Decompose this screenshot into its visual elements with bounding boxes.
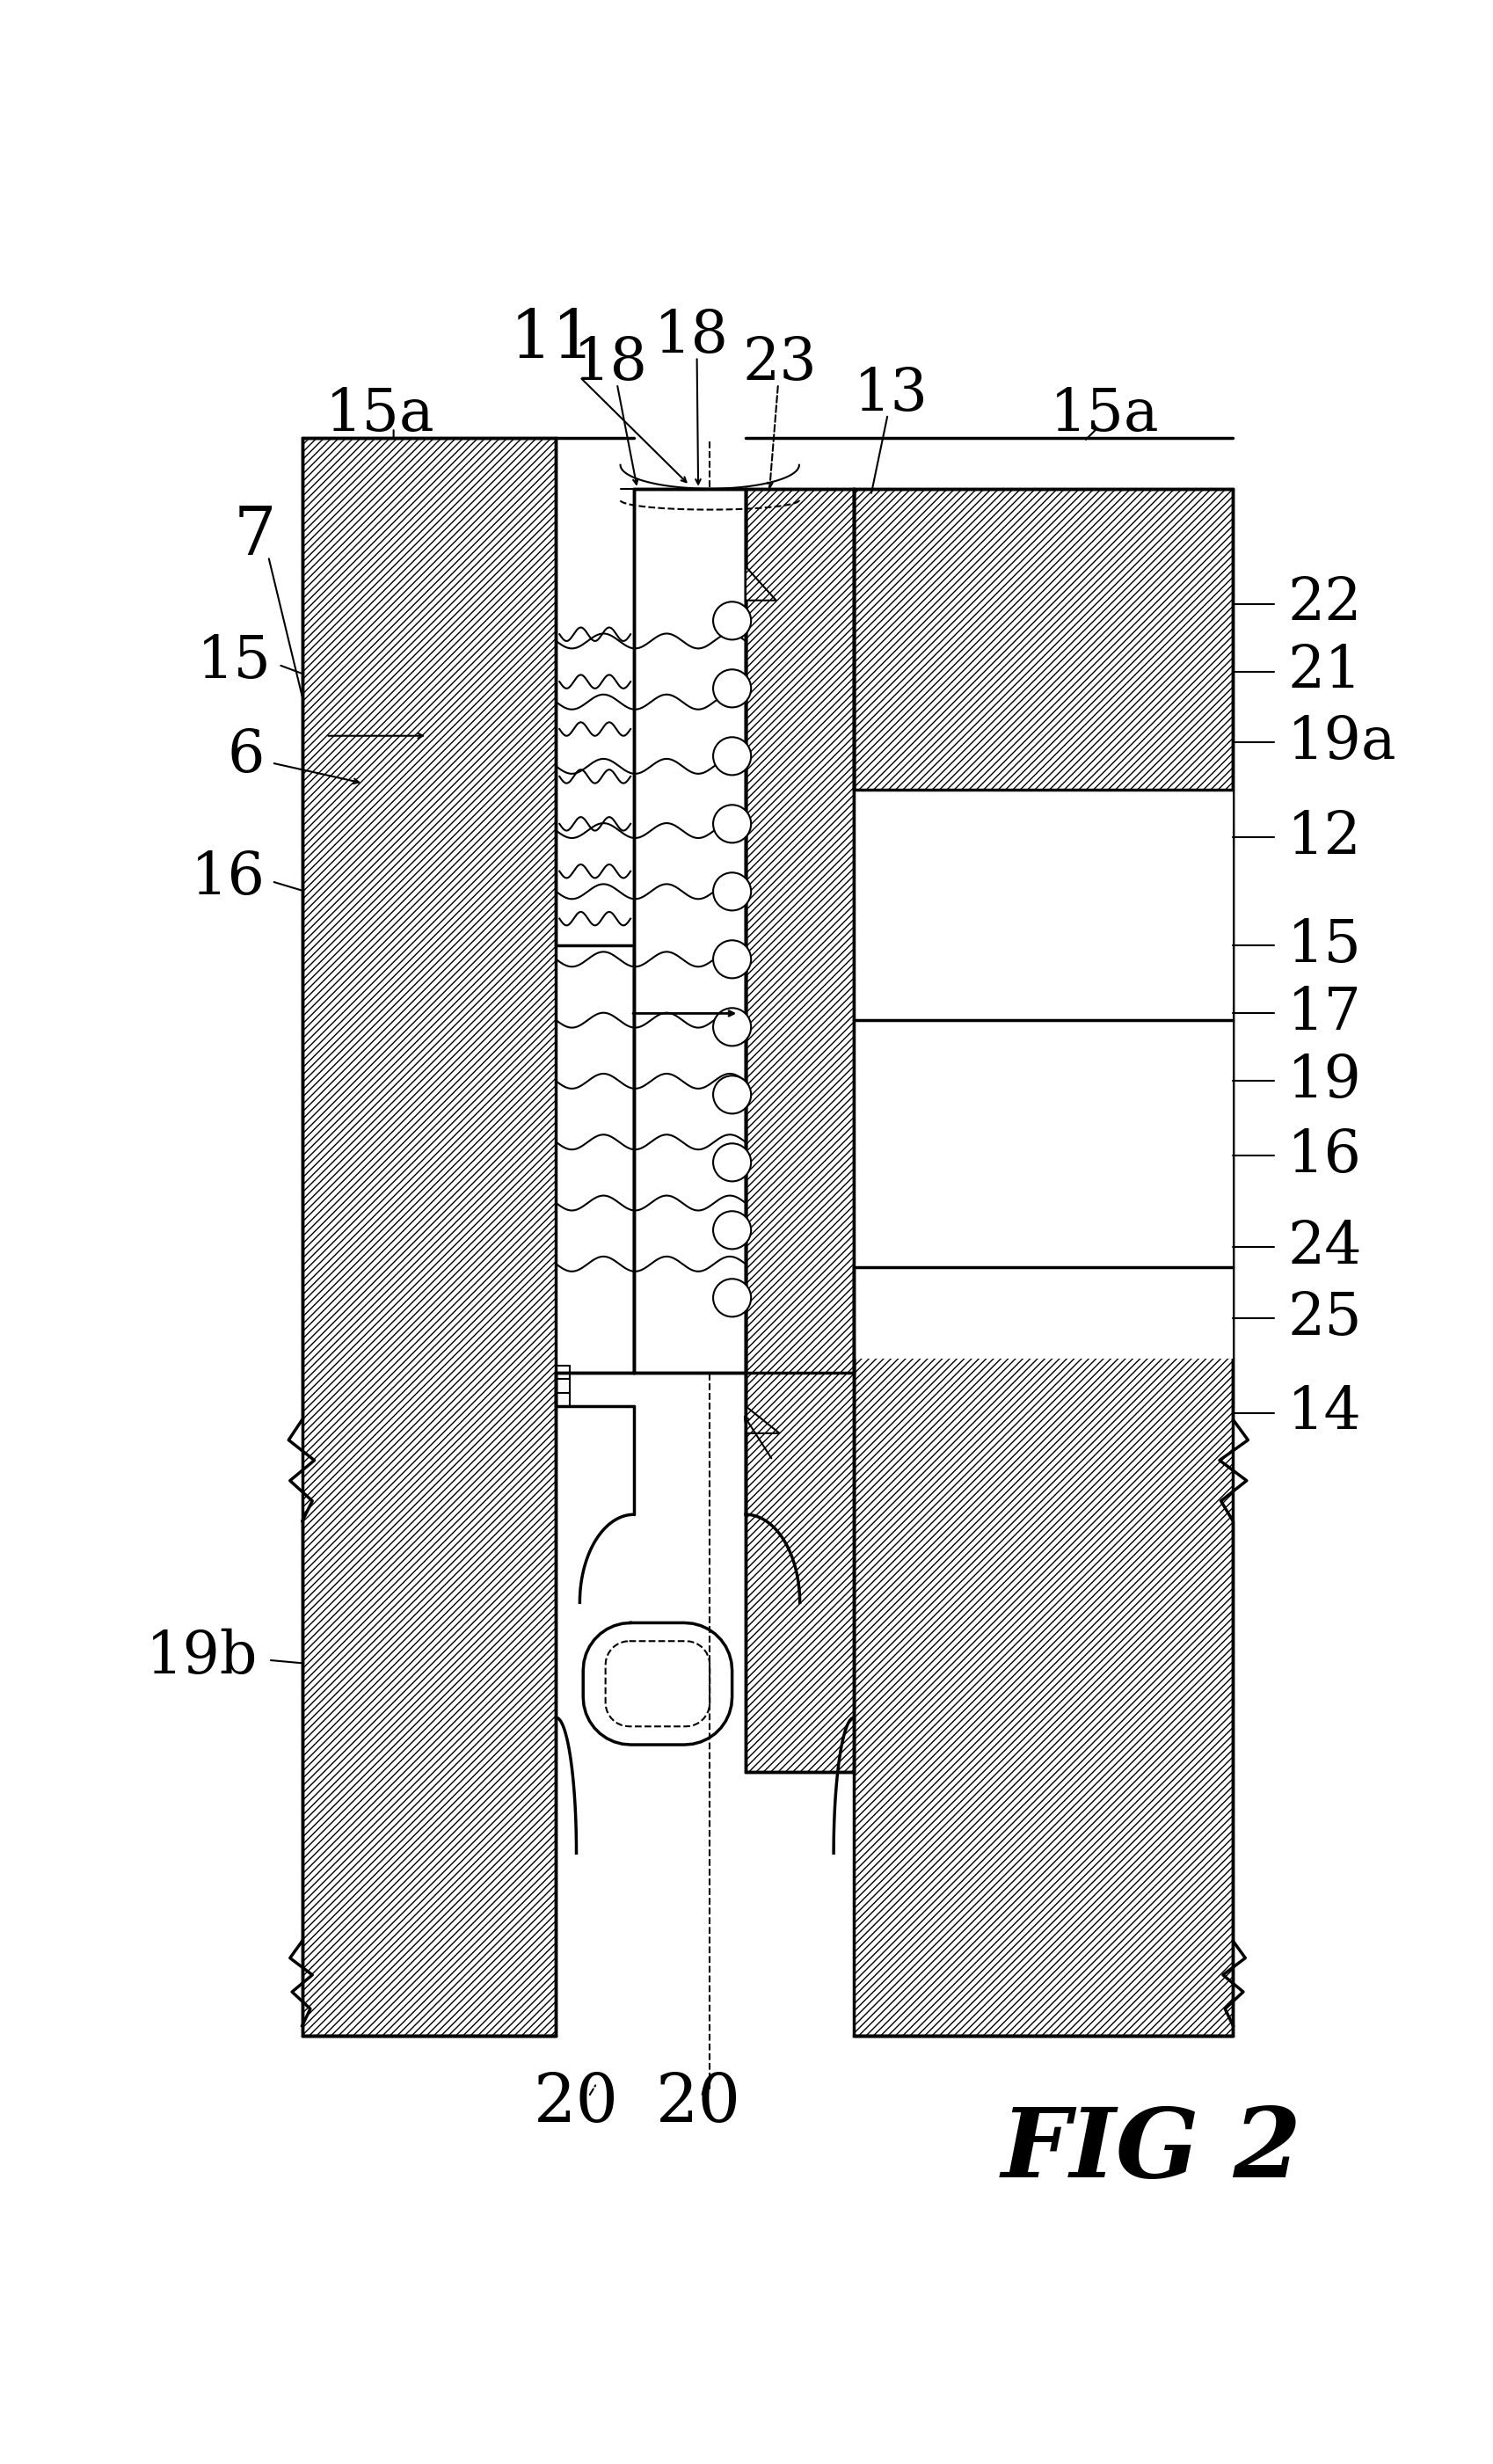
Bar	[854, 488, 1232, 2035]
Circle shape	[712, 670, 751, 707]
Circle shape	[712, 806, 751, 843]
Text: 12: 12	[1287, 808, 1362, 865]
Text: 24: 24	[1287, 1217, 1362, 1276]
Bar	[633, 488, 745, 1372]
Text: 16: 16	[1287, 1126, 1362, 1185]
Bar	[854, 791, 1232, 1020]
Bar	[633, 488, 745, 1372]
Text: 6: 6	[227, 727, 264, 786]
Polygon shape	[745, 488, 776, 601]
Text: 22: 22	[1287, 574, 1360, 633]
Circle shape	[712, 1008, 751, 1045]
Text: 20: 20	[533, 2072, 618, 2136]
Polygon shape	[745, 1365, 779, 1434]
Text: 18: 18	[572, 335, 648, 392]
Circle shape	[712, 737, 751, 776]
Circle shape	[712, 601, 751, 641]
Circle shape	[712, 1212, 751, 1249]
Bar	[854, 1266, 1232, 1358]
Circle shape	[712, 1077, 751, 1114]
Text: 11: 11	[509, 308, 596, 372]
Text: 15: 15	[1287, 917, 1362, 973]
Text: 25: 25	[1287, 1289, 1362, 1348]
Text: 13: 13	[854, 365, 929, 421]
Text: 17: 17	[1287, 986, 1362, 1042]
Bar	[745, 488, 854, 1772]
Text: 19: 19	[1287, 1052, 1362, 1109]
Bar	[854, 1020, 1232, 1266]
Circle shape	[712, 872, 751, 912]
Text: 7: 7	[233, 503, 276, 569]
Circle shape	[712, 1143, 751, 1180]
Bar	[302, 439, 555, 2035]
Text: 15a: 15a	[325, 384, 434, 444]
Text: 20: 20	[655, 2072, 741, 2136]
Text: 19a: 19a	[1287, 715, 1396, 771]
Text: 16: 16	[190, 850, 264, 907]
Text: 15a: 15a	[1050, 384, 1159, 444]
Circle shape	[712, 941, 751, 978]
Text: 18: 18	[654, 308, 729, 365]
Text: 23: 23	[742, 335, 817, 392]
Text: 21: 21	[1287, 643, 1362, 700]
Circle shape	[712, 1279, 751, 1316]
Text: 15: 15	[197, 633, 272, 690]
Text: FIG 2: FIG 2	[1000, 2104, 1302, 2198]
Text: 19b: 19b	[146, 1629, 258, 1685]
Text: 14: 14	[1287, 1385, 1362, 1441]
